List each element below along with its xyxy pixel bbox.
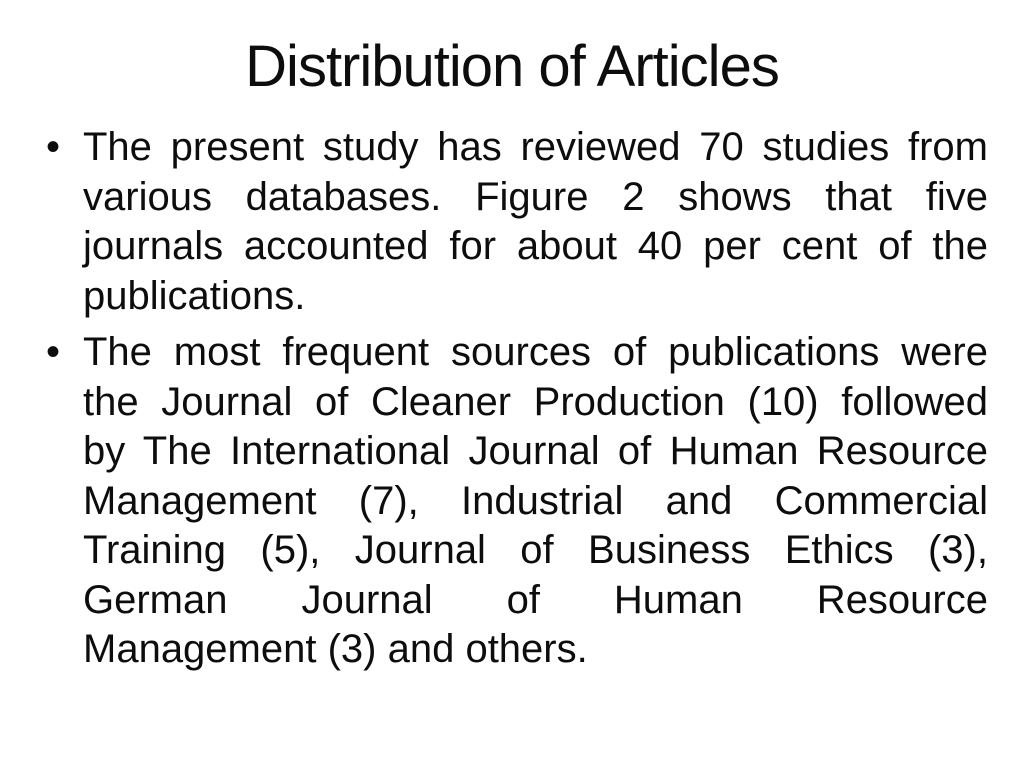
text-line: The most frequent sources of publication… [83, 330, 988, 374]
text-line: by The International Journal of Human Re… [83, 429, 988, 473]
text-line: Management (7), Industrial and Commercia… [83, 478, 988, 523]
text-line: German Journal of Human Resource [83, 577, 988, 622]
bullet-text: The present study has reviewed 70 studie… [83, 123, 988, 321]
bullet-item: • The present study has reviewed 70 stud… [46, 123, 988, 321]
text-line: The present study has reviewed 70 studie… [83, 125, 988, 169]
bullet-text: The most frequent sources of publication… [83, 328, 988, 675]
slide-body: • The present study has reviewed 70 stud… [46, 123, 988, 682]
text-line: the Journal of Cleaner Production (10) f… [83, 379, 988, 424]
bullet-item: • The most frequent sources of publicati… [46, 328, 988, 675]
bullet-icon: • [46, 330, 61, 374]
text-line: various databases. Figure 2 shows that f… [83, 174, 988, 219]
text-line: Management (3) and others. [83, 627, 588, 671]
bullet-icon: • [46, 125, 61, 169]
text-line: Training (5), Journal of Business Ethics… [83, 528, 988, 572]
text-line: journals accounted for about 40 per cent… [83, 224, 988, 268]
text-line: publications. [83, 273, 306, 318]
page-title: Distribution of Articles [245, 34, 780, 99]
